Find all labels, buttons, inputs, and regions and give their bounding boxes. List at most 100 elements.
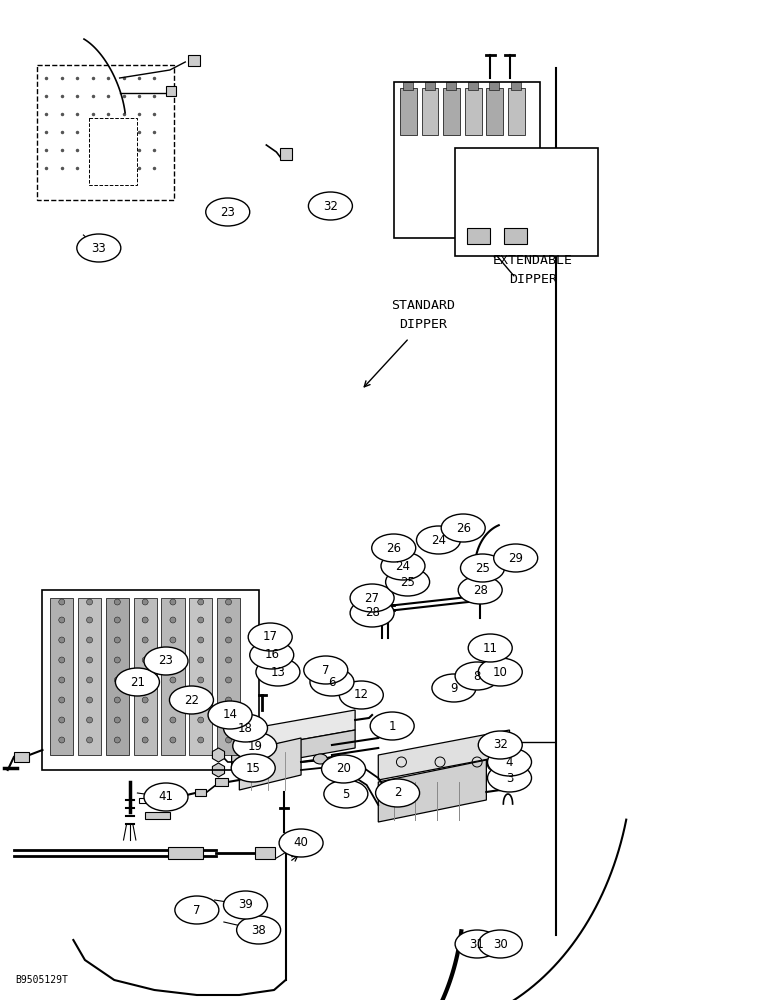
- Circle shape: [198, 599, 204, 605]
- Ellipse shape: [340, 681, 383, 709]
- Circle shape: [86, 657, 93, 663]
- Text: 27: 27: [364, 591, 380, 604]
- Circle shape: [170, 737, 176, 743]
- Bar: [465, 88, 482, 135]
- Ellipse shape: [494, 544, 537, 572]
- Ellipse shape: [488, 764, 531, 792]
- Text: 9: 9: [450, 682, 458, 694]
- Text: 2: 2: [394, 786, 401, 800]
- Ellipse shape: [324, 780, 367, 808]
- Text: 15: 15: [245, 762, 261, 774]
- Text: 23: 23: [158, 654, 174, 668]
- Circle shape: [114, 657, 120, 663]
- Bar: [42, 590, 259, 770]
- Text: STANDARD
DIPPER: STANDARD DIPPER: [391, 299, 455, 331]
- Ellipse shape: [116, 668, 159, 696]
- Circle shape: [86, 717, 93, 723]
- Ellipse shape: [461, 554, 504, 582]
- Ellipse shape: [224, 891, 267, 919]
- Text: 26: 26: [455, 522, 471, 534]
- Bar: [508, 88, 525, 135]
- Bar: [443, 88, 460, 135]
- Bar: [168, 847, 203, 859]
- Ellipse shape: [170, 686, 213, 714]
- Ellipse shape: [77, 234, 120, 262]
- Bar: [511, 82, 521, 90]
- Circle shape: [114, 737, 120, 743]
- Ellipse shape: [455, 930, 499, 958]
- Ellipse shape: [144, 647, 188, 675]
- Text: 11: 11: [482, 642, 498, 654]
- Ellipse shape: [206, 198, 249, 226]
- Text: 26: 26: [386, 542, 401, 554]
- Bar: [50, 598, 73, 755]
- Circle shape: [114, 617, 120, 623]
- Ellipse shape: [488, 748, 531, 776]
- Text: 24: 24: [431, 534, 446, 546]
- Text: B9505129T: B9505129T: [15, 975, 68, 985]
- Text: 8: 8: [473, 670, 481, 682]
- Circle shape: [142, 657, 148, 663]
- Ellipse shape: [144, 783, 188, 811]
- Bar: [468, 82, 478, 90]
- Circle shape: [170, 697, 176, 703]
- Text: 12: 12: [354, 688, 369, 702]
- Text: 5: 5: [342, 788, 350, 800]
- Circle shape: [114, 717, 120, 723]
- Text: EXTENDABLE
DIPPER: EXTENDABLE DIPPER: [493, 254, 573, 286]
- Circle shape: [142, 637, 148, 643]
- Ellipse shape: [381, 552, 425, 580]
- Circle shape: [114, 697, 120, 703]
- Circle shape: [198, 697, 204, 703]
- Circle shape: [114, 637, 120, 643]
- Circle shape: [142, 599, 148, 605]
- Circle shape: [170, 717, 176, 723]
- Circle shape: [59, 617, 65, 623]
- Circle shape: [142, 677, 148, 683]
- Text: 10: 10: [493, 666, 508, 678]
- Bar: [161, 598, 185, 755]
- Circle shape: [86, 637, 93, 643]
- Bar: [145, 812, 170, 819]
- Circle shape: [198, 637, 204, 643]
- Ellipse shape: [459, 576, 502, 604]
- Text: 23: 23: [220, 206, 235, 219]
- Text: 3: 3: [506, 772, 513, 784]
- Text: 38: 38: [251, 924, 266, 936]
- Circle shape: [225, 657, 232, 663]
- Ellipse shape: [250, 641, 293, 669]
- Bar: [446, 82, 456, 90]
- Circle shape: [59, 657, 65, 663]
- Text: 6: 6: [328, 676, 336, 688]
- Text: 32: 32: [323, 200, 338, 213]
- Circle shape: [225, 697, 232, 703]
- Bar: [134, 598, 157, 755]
- Circle shape: [198, 737, 204, 743]
- Bar: [467, 228, 490, 244]
- Bar: [489, 82, 499, 90]
- Text: 19: 19: [247, 740, 262, 752]
- Text: 1: 1: [388, 720, 396, 732]
- Circle shape: [142, 617, 148, 623]
- Bar: [166, 86, 176, 96]
- Bar: [78, 598, 101, 755]
- Ellipse shape: [479, 731, 522, 759]
- Bar: [188, 55, 200, 66]
- Bar: [217, 598, 240, 755]
- Text: 22: 22: [184, 694, 199, 706]
- Text: 29: 29: [508, 552, 523, 564]
- Circle shape: [114, 599, 120, 605]
- Text: 40: 40: [293, 836, 309, 850]
- Polygon shape: [239, 738, 301, 790]
- Bar: [215, 778, 228, 786]
- Text: 16: 16: [264, 648, 279, 662]
- Circle shape: [170, 599, 176, 605]
- Text: 7: 7: [322, 664, 330, 676]
- Bar: [425, 82, 435, 90]
- Text: 32: 32: [493, 738, 508, 752]
- Bar: [504, 228, 527, 244]
- Circle shape: [59, 697, 65, 703]
- Circle shape: [86, 677, 93, 683]
- FancyBboxPatch shape: [37, 65, 174, 200]
- Polygon shape: [378, 730, 510, 780]
